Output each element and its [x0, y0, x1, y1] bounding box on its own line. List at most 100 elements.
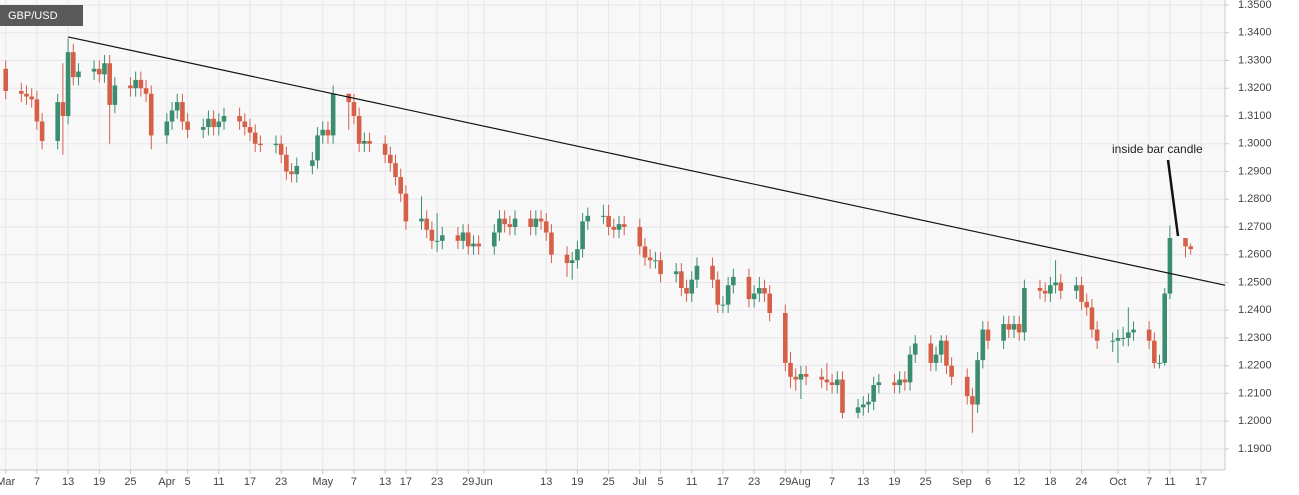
chart-title: GBP/USD — [8, 10, 58, 22]
y-tick-label: 1.3200 — [1238, 82, 1272, 94]
candle-body — [871, 385, 876, 402]
candle-body — [1022, 287, 1027, 333]
x-tick-label: 17 — [244, 476, 256, 488]
candle-body — [330, 93, 336, 136]
candle-body — [601, 215, 606, 217]
candle-body — [658, 260, 663, 275]
candle-body — [860, 404, 866, 408]
candle-body — [206, 118, 211, 128]
candle-body — [902, 379, 908, 383]
x-tick-label: 29 — [462, 476, 474, 488]
candle-body — [751, 293, 757, 300]
candle-body — [211, 118, 216, 128]
candle-body — [294, 165, 300, 175]
y-tick-label: 1.2600 — [1238, 249, 1272, 261]
candle-body — [689, 279, 695, 294]
candle-body — [949, 365, 954, 377]
candle-body — [912, 343, 918, 355]
candle-body — [642, 246, 648, 258]
candle-body — [731, 276, 736, 286]
x-tick-label: 7 — [1146, 476, 1152, 488]
x-tick-label: 11 — [213, 476, 224, 488]
candle-body — [471, 243, 476, 247]
candle-body — [533, 218, 539, 227]
plot-background — [0, 0, 1225, 470]
candle-body — [39, 121, 45, 141]
candle-body — [892, 382, 897, 386]
x-tick-label: 13 — [379, 476, 391, 488]
candle-body — [284, 154, 289, 172]
x-tick-label: Jun — [475, 476, 493, 488]
candle-body — [24, 93, 29, 97]
candle-body — [673, 271, 679, 275]
candle-body — [19, 91, 24, 94]
x-tick-label: 18 — [1044, 476, 1056, 488]
candle-body — [569, 260, 575, 264]
candle-body — [757, 287, 762, 294]
candle-body — [938, 340, 944, 355]
candle-body — [907, 354, 913, 383]
candle-body — [616, 224, 622, 230]
y-tick-label: 1.3400 — [1238, 27, 1272, 39]
candle-body — [549, 232, 554, 255]
candle-body — [34, 99, 40, 122]
candle-body — [1011, 324, 1017, 330]
x-tick-label: Apr — [158, 476, 175, 488]
x-tick-label: 19 — [888, 476, 900, 488]
annotation-arrow — [1166, 159, 1180, 237]
x-tick-label: 29 — [779, 476, 791, 488]
candle-body — [96, 68, 102, 75]
y-tick-label: 1.2000 — [1238, 415, 1272, 427]
candle-body — [174, 102, 180, 111]
candle-body — [1001, 324, 1006, 341]
candle-body — [1048, 285, 1053, 294]
candle-body — [1037, 287, 1043, 291]
candle-body — [1058, 282, 1064, 291]
grid — [0, 0, 1225, 470]
candle-body — [70, 52, 76, 78]
candle-body — [824, 379, 830, 383]
candle-body — [1074, 285, 1079, 291]
candle-body — [538, 218, 544, 222]
candle-body — [393, 163, 398, 178]
candle-body — [242, 121, 248, 128]
candle-body — [200, 127, 206, 130]
x-tick-label: 17 — [717, 476, 729, 488]
candle-body — [1115, 337, 1121, 341]
candle-body — [1167, 238, 1173, 294]
candle-body — [497, 218, 502, 233]
candle-body — [767, 293, 773, 313]
annotation: inside bar candle — [1112, 142, 1203, 156]
candle-body — [840, 379, 845, 413]
candle-body — [866, 401, 871, 405]
candle-body — [1152, 340, 1157, 363]
candle-body — [429, 229, 435, 241]
candle-body — [897, 379, 902, 386]
x-tick-label: 7 — [34, 476, 40, 488]
candle-body — [725, 285, 731, 305]
x-tick-label: 23 — [748, 476, 760, 488]
candle-body — [798, 374, 804, 380]
candle-body — [164, 121, 170, 136]
candle-body — [543, 221, 549, 233]
candle-body — [465, 232, 471, 247]
candle-body — [476, 243, 481, 247]
candle-body — [434, 240, 440, 242]
candle-body — [367, 140, 372, 144]
candle-body — [793, 376, 799, 380]
candle-body — [356, 115, 362, 144]
x-tick-label: 13 — [62, 476, 74, 488]
candle-body — [424, 218, 429, 230]
candle-body — [876, 382, 882, 386]
candle-body — [320, 129, 326, 136]
candle-body — [788, 362, 793, 377]
y-tick-label: 1.2400 — [1238, 304, 1272, 316]
candle-body — [403, 193, 409, 222]
candle-body — [273, 143, 279, 146]
candle-body — [252, 132, 258, 144]
candle-body — [148, 93, 154, 136]
candle-body — [237, 115, 242, 122]
candle-body — [325, 129, 331, 136]
x-tick-label: 25 — [124, 476, 136, 488]
y-tick-label: 1.1900 — [1238, 443, 1272, 455]
